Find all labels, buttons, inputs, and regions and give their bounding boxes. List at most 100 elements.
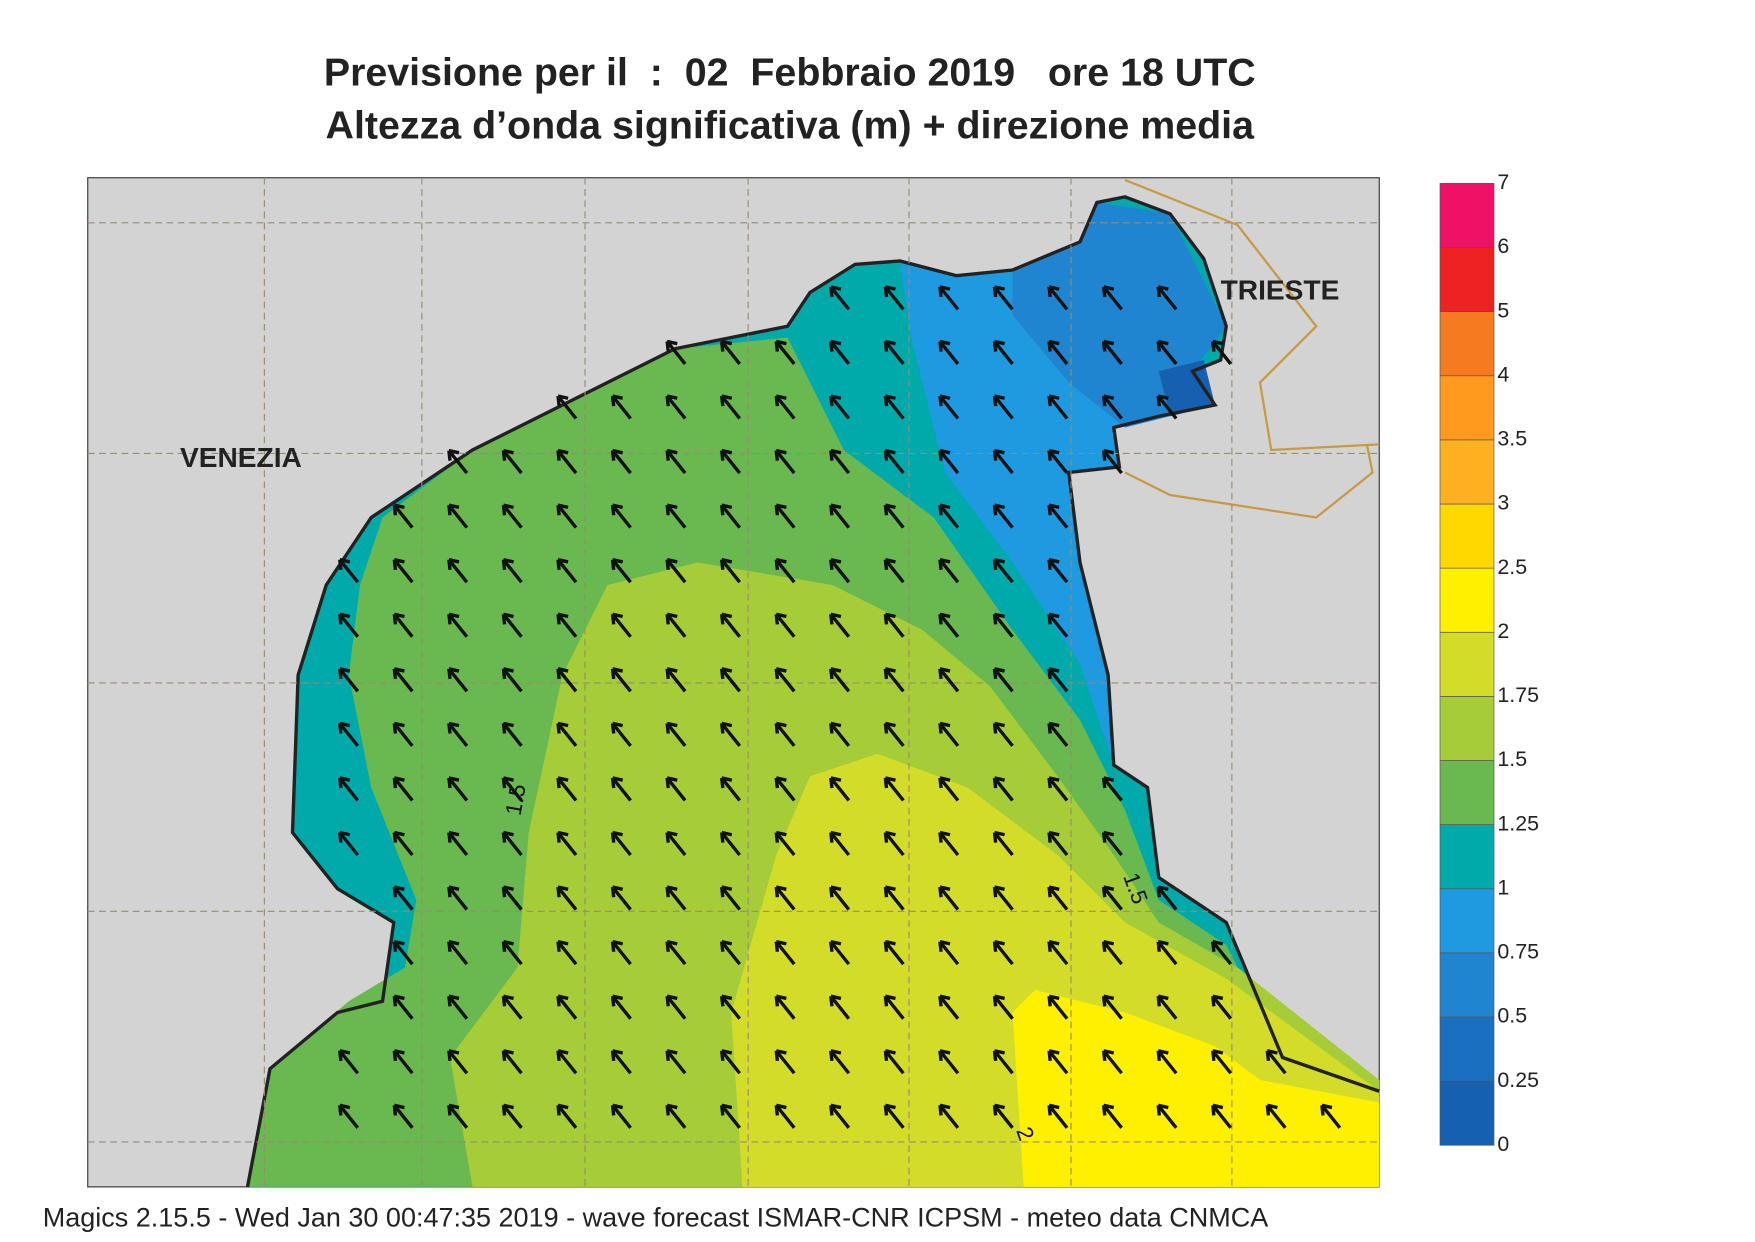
arrow — [1047, 830, 1069, 857]
arrow — [938, 994, 960, 1020]
arrow — [392, 721, 414, 747]
arrow — [774, 612, 796, 638]
arrow — [556, 776, 578, 802]
arrow — [610, 448, 632, 475]
arrow — [1101, 285, 1123, 311]
arrow — [501, 994, 523, 1020]
arrow — [1101, 939, 1123, 966]
colorbar-label: 2 — [1497, 619, 1509, 643]
arrow — [556, 448, 578, 475]
colorbar: 0 0.25 0.5 0.75 1 1.25 1.5 1.75 2 2.5 3 3.5 4 5 6 7 — [1439, 170, 1539, 1156]
arrow — [883, 721, 905, 747]
colorbar-label: 1.5 — [1497, 747, 1527, 771]
arrow — [447, 830, 469, 857]
arrow — [610, 667, 632, 693]
colorbar-bin — [1439, 824, 1495, 890]
arrow — [447, 776, 469, 802]
arrow — [829, 885, 851, 911]
arrow — [338, 830, 360, 857]
arrow — [883, 776, 905, 802]
arrow — [829, 830, 851, 857]
arrow — [392, 558, 414, 584]
colorbar-bin — [1439, 439, 1495, 505]
arrow — [392, 612, 414, 638]
arrow — [665, 721, 687, 747]
arrow — [610, 721, 632, 747]
arrow — [883, 994, 905, 1020]
arrow — [501, 612, 523, 638]
arrow — [1101, 994, 1123, 1020]
colorbar-label: 0.25 — [1497, 1068, 1539, 1092]
arrow — [338, 667, 360, 693]
arrow — [829, 448, 851, 475]
arrow — [556, 667, 578, 693]
arrow — [720, 503, 742, 529]
arrow — [392, 994, 414, 1020]
arrow — [774, 776, 796, 802]
arrow — [1047, 1049, 1069, 1075]
arrow — [338, 776, 360, 802]
arrow — [1047, 448, 1069, 475]
arrow — [992, 1103, 1014, 1129]
colorbar-bin — [1439, 247, 1495, 312]
colorbar-bin — [1439, 567, 1495, 633]
arrow — [447, 885, 469, 911]
arrow — [392, 667, 414, 693]
arrow — [1101, 885, 1123, 911]
arrow — [447, 721, 469, 747]
arrow — [1047, 721, 1069, 747]
arrow — [938, 339, 960, 365]
arrow — [556, 503, 578, 529]
arrow — [1101, 339, 1123, 365]
arrow — [392, 939, 414, 966]
arrow — [556, 612, 578, 638]
arrow — [938, 394, 960, 420]
arrow — [938, 830, 960, 857]
arrow — [883, 830, 905, 857]
arrow — [829, 721, 851, 747]
arrow — [883, 667, 905, 693]
colorbar-label: 4 — [1497, 362, 1509, 386]
arrow — [665, 1103, 687, 1129]
arrow — [665, 503, 687, 529]
arrow — [992, 939, 1014, 966]
wave-directions — [338, 285, 1342, 1129]
arrow — [1265, 1103, 1287, 1129]
arrow — [447, 1103, 469, 1129]
arrow — [501, 1103, 523, 1129]
arrow — [665, 885, 687, 911]
arrow — [556, 721, 578, 747]
arrow — [665, 1049, 687, 1075]
arrow — [883, 1103, 905, 1129]
arrow — [992, 667, 1014, 693]
arrow — [447, 448, 469, 475]
place-label: TRIESTE — [1221, 274, 1340, 305]
map: VENEZIA TRIESTE 1.5 1.5 2 — [87, 177, 1380, 1188]
colorbar-label: 3 — [1497, 491, 1509, 515]
arrow — [447, 558, 469, 584]
arrow — [720, 667, 742, 693]
zone — [1158, 360, 1215, 417]
colorbar-bin — [1439, 760, 1495, 825]
arrow — [938, 1103, 960, 1129]
footer: Magics 2.15.5 - Wed Jan 30 00:47:35 2019… — [43, 1202, 1269, 1232]
arrow — [501, 667, 523, 693]
arrow — [610, 939, 632, 966]
arrow — [610, 830, 632, 857]
arrow — [1211, 1103, 1233, 1129]
arrow — [992, 830, 1014, 857]
arrow — [1047, 394, 1069, 420]
arrow — [392, 1049, 414, 1075]
arrow — [665, 939, 687, 966]
arrow — [1047, 558, 1069, 584]
arrow — [1101, 776, 1123, 802]
arrow — [992, 339, 1014, 365]
arrow — [774, 667, 796, 693]
arrow — [338, 1049, 360, 1075]
arrow — [938, 285, 960, 311]
arrow — [338, 721, 360, 747]
arrow — [392, 830, 414, 857]
colorbar-label: 2.5 — [1497, 555, 1527, 579]
arrow — [1101, 394, 1123, 420]
arrow — [1047, 612, 1069, 638]
